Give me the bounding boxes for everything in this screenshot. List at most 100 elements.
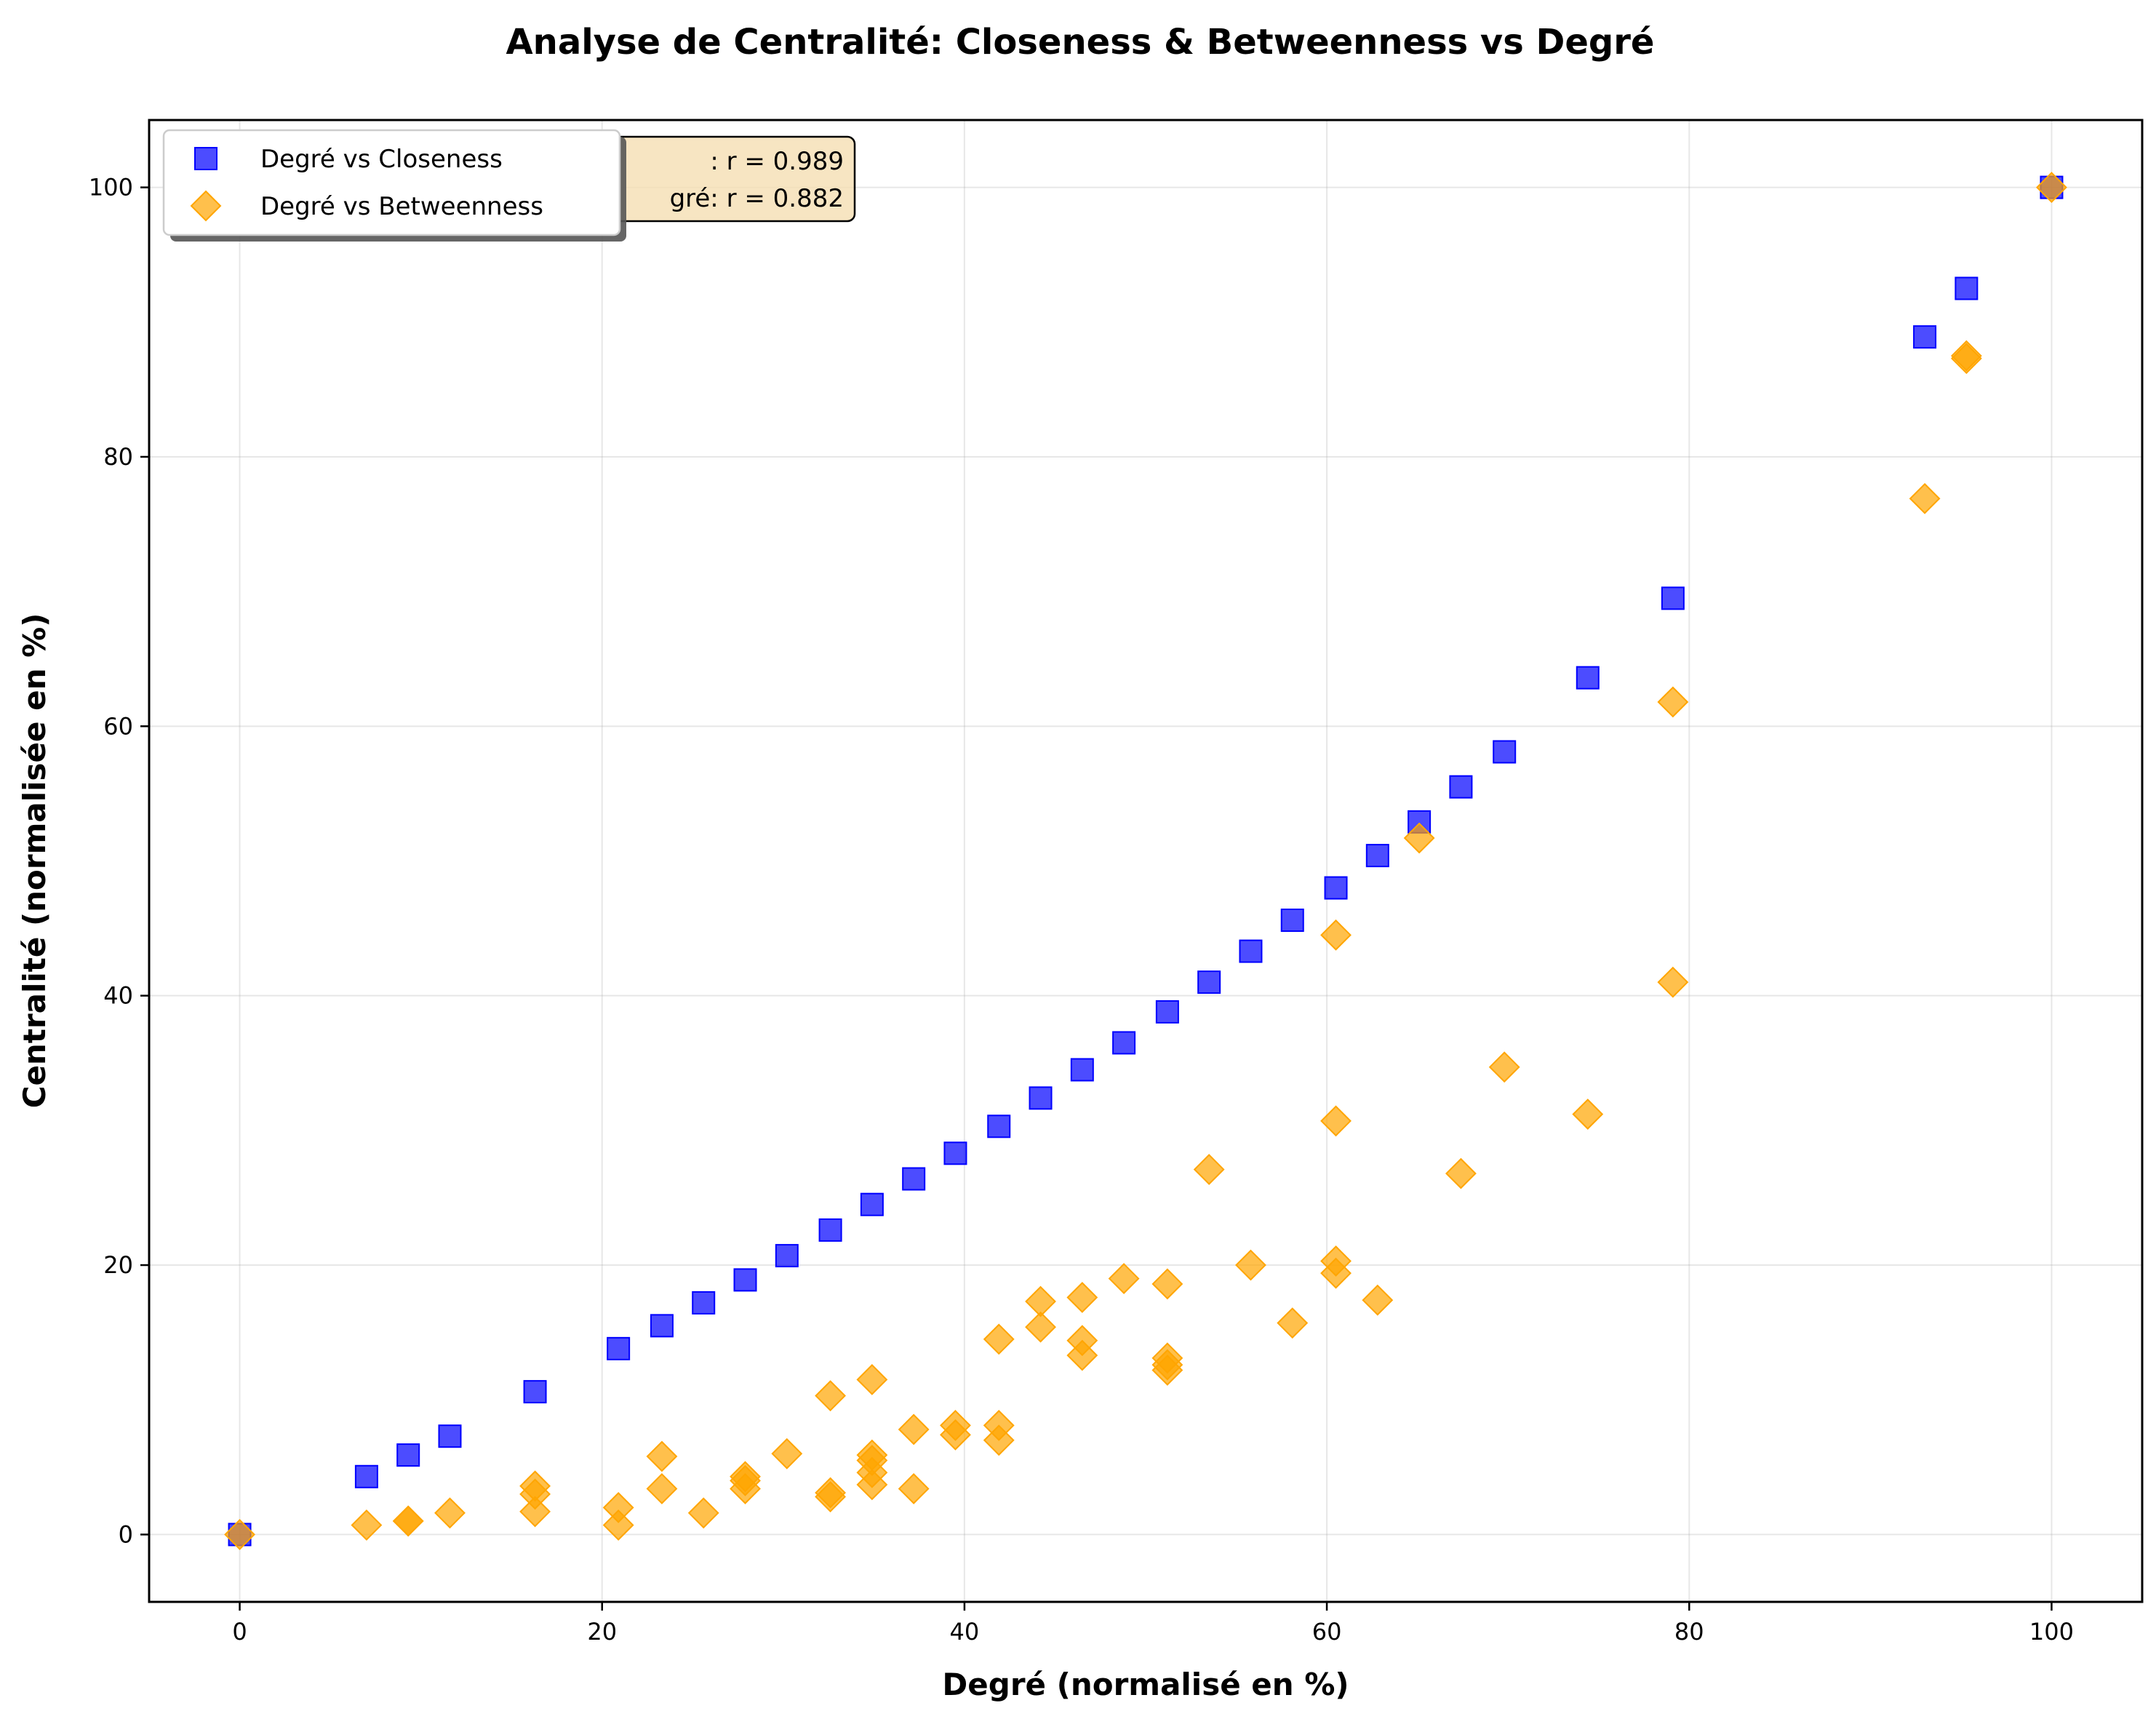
betweenness-point xyxy=(1151,1268,1183,1300)
closeness-point xyxy=(1913,325,1937,349)
closeness-point xyxy=(523,1380,547,1404)
legend-box xyxy=(162,129,621,236)
betweenness-point xyxy=(983,1323,1015,1355)
closeness-point xyxy=(902,1167,926,1191)
betweenness-point xyxy=(815,1380,846,1412)
closeness-point xyxy=(987,1114,1011,1138)
annotation-line-2: gré: r = 0.882 xyxy=(670,184,844,213)
betweenness-point xyxy=(646,1440,678,1472)
betweenness-point xyxy=(898,1413,930,1445)
betweenness-point xyxy=(1657,966,1689,998)
y-tick-label: 100 xyxy=(89,174,133,202)
betweenness-point xyxy=(1572,1098,1604,1130)
x-axis-ticks: 0 20 40 60 80 100 xyxy=(232,1602,2074,1646)
x-tick-label: 60 xyxy=(1312,1618,1342,1646)
closeness-point xyxy=(1449,775,1473,799)
closeness-point xyxy=(1576,666,1600,690)
legend-label-closeness: Degré vs Closeness xyxy=(260,145,503,174)
x-axis-label: Degré (normalisé en %) xyxy=(942,1667,1349,1702)
closeness-point xyxy=(1955,276,1979,300)
closeness-point xyxy=(1324,876,1348,900)
betweenness-point xyxy=(898,1473,930,1504)
closeness-point xyxy=(775,1244,799,1268)
betweenness-point xyxy=(687,1497,719,1529)
legend-label-betweenness: Degré vs Betweenness xyxy=(260,192,543,221)
betweenness-point xyxy=(1657,686,1689,718)
closeness-point xyxy=(818,1218,842,1242)
closeness-point xyxy=(354,1464,378,1488)
betweenness-point xyxy=(1277,1307,1309,1339)
betweenness-point xyxy=(1362,1284,1394,1316)
closeness-point xyxy=(1280,908,1304,932)
betweenness-point xyxy=(1320,1245,1352,1277)
betweenness-point xyxy=(1235,1249,1266,1281)
closeness-point xyxy=(733,1268,757,1292)
closeness-point xyxy=(1112,1031,1136,1055)
betweenness-point xyxy=(940,1409,971,1441)
x-tick-label: 40 xyxy=(950,1618,980,1646)
closeness-point xyxy=(1493,740,1517,764)
y-axis-ticks: 0 20 40 60 80 100 xyxy=(89,174,149,1548)
legend: Degré vs Closeness Degré vs Betweenness xyxy=(162,129,626,242)
closeness-point xyxy=(1661,586,1685,610)
y-tick-label: 80 xyxy=(103,443,133,471)
closeness-point xyxy=(1365,844,1389,868)
betweenness-point xyxy=(1066,1325,1098,1357)
betweenness-point xyxy=(1403,822,1435,854)
betweenness-point xyxy=(602,1491,634,1523)
plot-frame xyxy=(148,119,2144,1603)
y-tick-label: 40 xyxy=(103,982,133,1010)
betweenness-point xyxy=(1025,1311,1056,1343)
betweenness-point xyxy=(1320,919,1352,951)
betweenness-point xyxy=(771,1437,803,1469)
betweenness-point xyxy=(730,1461,761,1493)
betweenness-point xyxy=(856,1364,888,1395)
closeness-point xyxy=(650,1314,674,1338)
betweenness-point xyxy=(434,1497,466,1529)
betweenness-point xyxy=(1445,1157,1477,1189)
plot-area xyxy=(224,172,2067,1550)
betweenness-point xyxy=(1320,1105,1352,1137)
chart-title: Analyse de Centralité: Closeness & Betwe… xyxy=(506,22,1655,63)
x-tick-label: 100 xyxy=(2029,1618,2074,1646)
legend-marker-betweenness xyxy=(190,190,222,222)
betweenness-point xyxy=(2036,172,2067,204)
betweenness-point xyxy=(856,1439,888,1471)
x-tick-label: 80 xyxy=(1674,1618,1704,1646)
closeness-point xyxy=(1408,810,1432,834)
betweenness-point xyxy=(1193,1154,1225,1185)
closeness-point xyxy=(396,1443,420,1467)
betweenness-point xyxy=(983,1409,1015,1441)
closeness-point xyxy=(607,1336,631,1360)
betweenness-point xyxy=(519,1470,551,1502)
betweenness-point xyxy=(1950,340,1982,372)
x-tick-label: 20 xyxy=(587,1618,617,1646)
betweenness-point xyxy=(392,1505,424,1537)
y-axis-label: Centralité (normalisée en %) xyxy=(17,613,52,1109)
annotation-line-1: : r = 0.989 xyxy=(710,147,844,176)
closeness-point xyxy=(692,1291,716,1315)
closeness-point xyxy=(1070,1058,1094,1082)
betweenness-point xyxy=(224,1518,255,1550)
betweenness-point xyxy=(519,1496,551,1528)
betweenness-point xyxy=(646,1473,678,1504)
betweenness-point xyxy=(815,1477,846,1509)
y-tick-label: 20 xyxy=(103,1251,133,1279)
y-tick-label: 0 xyxy=(119,1520,133,1548)
closeness-point xyxy=(1239,939,1263,963)
x-tick-label: 0 xyxy=(232,1618,247,1646)
closeness-point xyxy=(1029,1086,1053,1110)
betweenness-point xyxy=(351,1509,383,1541)
legend-marker-closeness xyxy=(194,147,217,170)
betweenness-point xyxy=(1488,1051,1520,1083)
series-betweenness xyxy=(224,172,2067,1550)
closeness-point xyxy=(943,1141,967,1165)
y-tick-label: 60 xyxy=(103,712,133,740)
betweenness-point xyxy=(602,1509,634,1541)
closeness-point xyxy=(1155,1000,1179,1024)
closeness-point xyxy=(860,1192,884,1216)
closeness-point xyxy=(438,1424,462,1448)
betweenness-point xyxy=(1108,1263,1140,1294)
